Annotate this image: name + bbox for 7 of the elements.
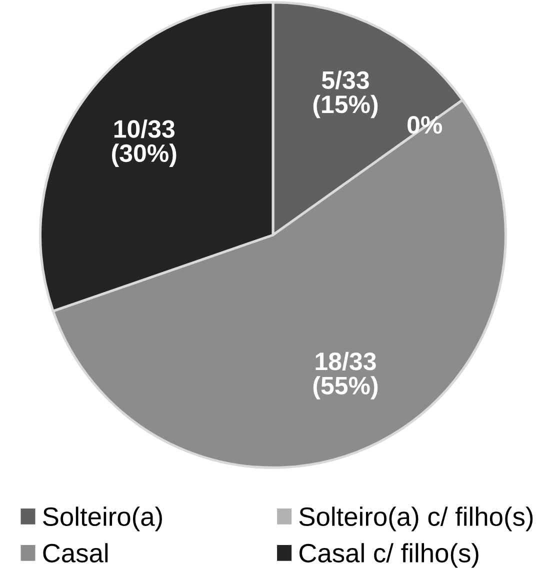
legend-label: Solteiro(a) bbox=[43, 506, 162, 532]
legend-label: Solteiro(a) c/ filho(s) bbox=[299, 506, 533, 532]
data-label: 10/33 (30%) bbox=[112, 119, 176, 167]
legend-label: Casal bbox=[43, 543, 108, 563]
data-label: 5/33 (15%) bbox=[313, 70, 378, 118]
legend-label: Casal c/ filho(s) bbox=[300, 543, 478, 568]
data-label: 18/33 (55%) bbox=[313, 352, 378, 400]
